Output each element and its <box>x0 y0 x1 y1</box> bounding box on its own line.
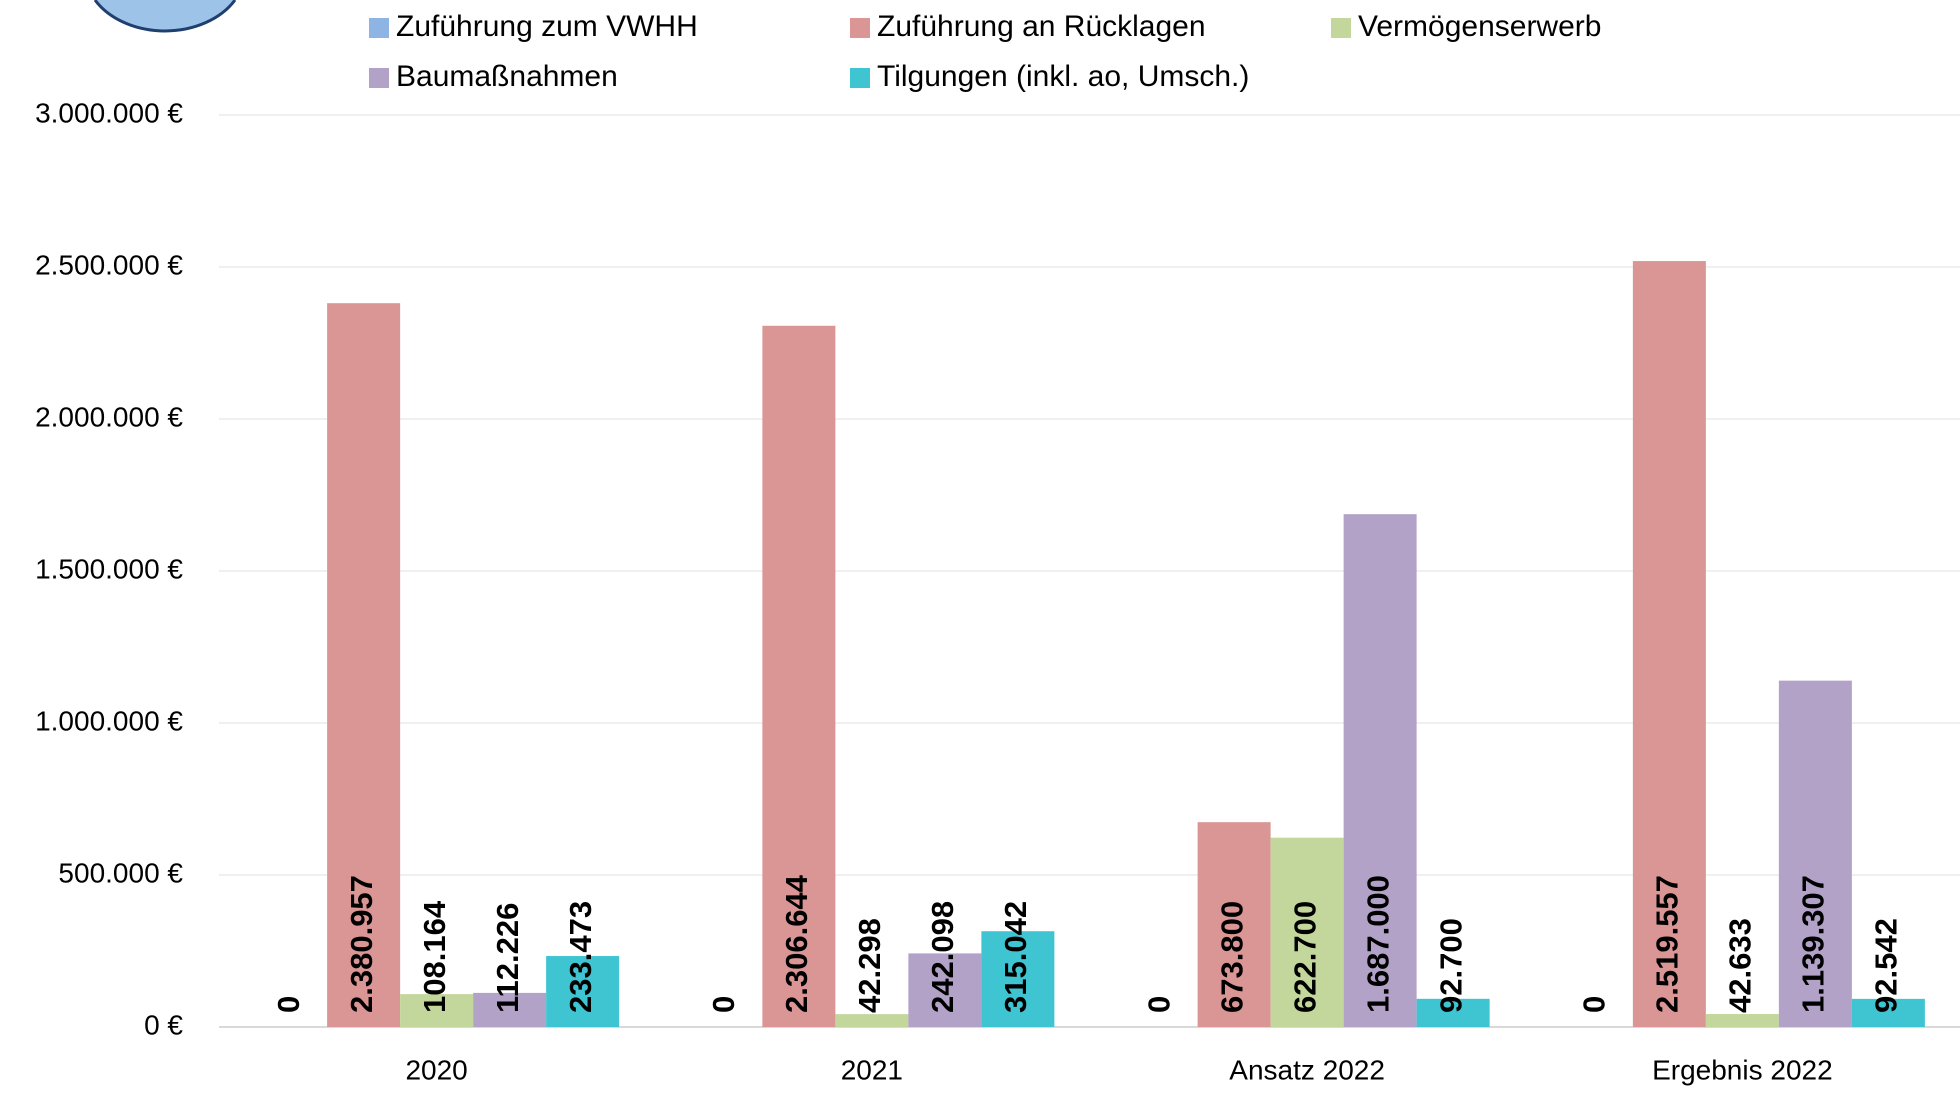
y-tick-label: 1.000.000 € <box>35 705 183 736</box>
legend-swatch <box>1331 18 1351 38</box>
legend-label: Zuführung zum VWHH <box>396 10 698 43</box>
value-label: 42.298 <box>852 918 887 1013</box>
bar <box>835 1014 909 1027</box>
value-label: 1.139.307 <box>1796 875 1831 1013</box>
bar <box>1197 822 1271 1027</box>
bar <box>1270 837 1344 1027</box>
y-tick-label: 3.000.000 € <box>35 97 183 128</box>
y-tick-label: 0 € <box>144 1009 183 1040</box>
value-label: 0 <box>706 996 741 1013</box>
value-label: 0 <box>1141 996 1176 1013</box>
bar <box>1705 1014 1779 1027</box>
bar <box>1632 261 1706 1027</box>
value-label: 92.700 <box>1433 918 1468 1013</box>
value-label: 2.306.644 <box>779 874 814 1013</box>
bar <box>981 931 1055 1027</box>
legend-label: Vermögenserwerb <box>1358 10 1601 43</box>
bar <box>473 992 547 1027</box>
legend-swatch <box>369 68 389 88</box>
x-tick-label: 2020 <box>405 1054 467 1085</box>
legend-label: Zuführung an Rücklagen <box>877 10 1206 43</box>
y-tick-label: 500.000 € <box>58 857 183 888</box>
value-label: 92.542 <box>1869 918 1904 1013</box>
y-tick-label: 2.000.000 € <box>35 401 183 432</box>
logo-fragment <box>93 0 237 33</box>
value-label: 673.800 <box>1214 901 1249 1013</box>
value-label: 233.473 <box>563 901 598 1013</box>
value-label: 315.042 <box>998 901 1033 1013</box>
x-tick-label: 2021 <box>841 1054 903 1085</box>
value-label: 622.700 <box>1287 901 1322 1013</box>
bar <box>546 956 620 1027</box>
bar <box>1343 514 1417 1027</box>
bar <box>1416 998 1490 1027</box>
value-label: 108.164 <box>417 900 452 1013</box>
value-label: 112.226 <box>490 903 525 1013</box>
y-tick-label: 2.500.000 € <box>35 249 183 280</box>
bar <box>762 325 836 1027</box>
legend-label: Tilgungen (inkl. ao, Umsch.) <box>877 60 1249 93</box>
legend-label: Baumaßnahmen <box>396 60 618 93</box>
value-label: 242.098 <box>925 901 960 1013</box>
value-label: 2.519.557 <box>1650 875 1685 1013</box>
value-label: 1.687.000 <box>1360 875 1395 1013</box>
value-label: 2.380.957 <box>344 875 379 1013</box>
value-label: 0 <box>271 996 306 1013</box>
x-tick-label: Ergebnis 2022 <box>1652 1054 1833 1085</box>
legend-swatch <box>850 68 870 88</box>
legend-swatch <box>369 18 389 38</box>
value-label: 42.633 <box>1723 918 1758 1013</box>
legend-swatch <box>850 18 870 38</box>
bar <box>1778 680 1852 1027</box>
bar <box>400 994 474 1027</box>
bar <box>327 303 401 1027</box>
x-tick-label: Ansatz 2022 <box>1229 1054 1385 1085</box>
y-tick-label: 1.500.000 € <box>35 553 183 584</box>
bar <box>908 953 982 1027</box>
value-label: 0 <box>1577 996 1612 1013</box>
bar <box>1851 998 1925 1027</box>
